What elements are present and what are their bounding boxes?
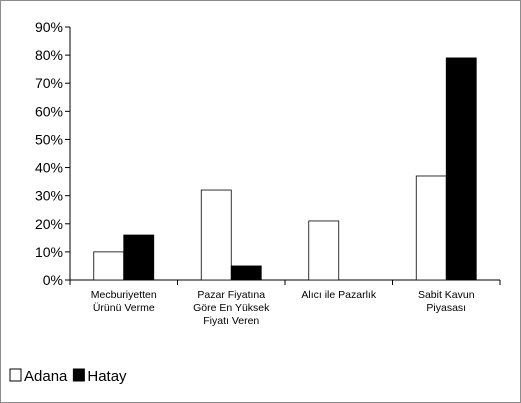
y-tick-label: 0% <box>43 272 63 288</box>
y-tick-label: 90% <box>35 19 63 35</box>
bar-adana <box>415 175 447 281</box>
bar-adana <box>200 189 232 281</box>
y-tick-label: 20% <box>35 216 63 232</box>
bar-hatay <box>123 234 155 281</box>
y-tick-label: 30% <box>35 188 63 204</box>
legend-swatch-hatay <box>72 368 85 382</box>
category-label: Göre En Yüksek <box>193 302 270 314</box>
category-label: Alıcı ile Pazarlık <box>301 289 376 301</box>
category-label: Mecburiyetten <box>91 289 157 301</box>
category-label: Fiyatı Veren <box>203 315 259 327</box>
bars <box>93 57 477 281</box>
legend: Adana Hatay <box>9 368 127 385</box>
bar-adana <box>308 220 340 281</box>
y-tick-label: 60% <box>35 103 63 119</box>
bar-adana <box>93 251 125 281</box>
y-tick-label: 50% <box>35 131 63 147</box>
legend-swatch-adana <box>9 368 22 382</box>
category-label: Pazar Fiyatına <box>197 289 265 301</box>
legend-label-hatay: Hatay <box>87 368 127 385</box>
category-label: Sabit Kavun <box>418 289 475 301</box>
y-tick-label: 80% <box>35 47 63 63</box>
y-tick-label: 70% <box>35 75 63 91</box>
bar-hatay <box>445 57 477 281</box>
y-tick-label: 10% <box>35 244 63 260</box>
labels: 0% 10% 20% 30% 40% 50% 60% 70% 80% 90% Mecburiyett… <box>35 19 475 327</box>
legend-label-adana: Adana <box>24 368 68 385</box>
category-label: Ürünü Verme <box>93 302 155 314</box>
bar-hatay <box>230 265 262 281</box>
category-label: Piyasası <box>426 302 466 314</box>
y-tick-label: 40% <box>35 160 63 176</box>
